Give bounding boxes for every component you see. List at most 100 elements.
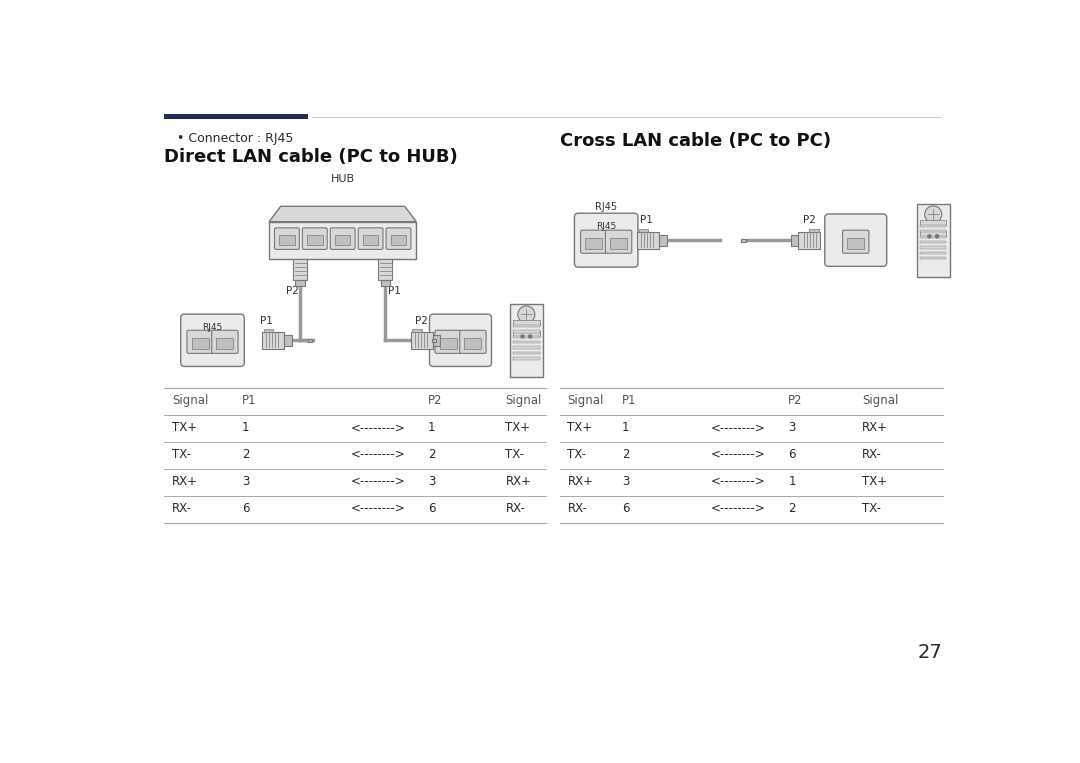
Bar [920, 246, 946, 249]
FancyBboxPatch shape [581, 230, 607, 253]
Bar [284, 335, 292, 346]
Text: P1: P1 [389, 285, 402, 295]
Bar [363, 235, 378, 245]
Text: HUB: HUB [330, 174, 354, 184]
Text: 6: 6 [428, 502, 435, 515]
FancyBboxPatch shape [187, 330, 213, 353]
Text: RJ45: RJ45 [202, 323, 222, 332]
Text: 3: 3 [622, 475, 629, 488]
Bar [164, 114, 308, 119]
Bar [513, 331, 540, 336]
Text: <-------->: <--------> [711, 475, 766, 488]
Bar [513, 341, 540, 343]
Bar [610, 237, 627, 249]
FancyBboxPatch shape [274, 228, 299, 250]
Bar [798, 232, 820, 249]
Bar [513, 352, 540, 354]
Circle shape [529, 335, 531, 338]
Text: <-------->: <--------> [350, 475, 405, 488]
Bar [464, 338, 482, 349]
Text: 6: 6 [622, 502, 630, 515]
Bar [262, 332, 284, 349]
Bar [920, 230, 946, 233]
Bar [809, 229, 819, 232]
Bar [296, 280, 305, 286]
FancyBboxPatch shape [842, 230, 869, 253]
Bar [513, 320, 540, 325]
Text: Signal: Signal [862, 394, 899, 407]
Bar [920, 231, 946, 236]
FancyBboxPatch shape [430, 314, 491, 366]
FancyBboxPatch shape [575, 213, 638, 267]
Text: P1: P1 [242, 394, 256, 407]
Text: P1: P1 [640, 214, 653, 225]
Text: RX+: RX+ [505, 475, 531, 488]
Text: 2: 2 [242, 448, 249, 461]
FancyBboxPatch shape [510, 304, 542, 377]
Bar [513, 357, 540, 359]
Bar [920, 257, 946, 259]
Text: <-------->: <--------> [350, 502, 405, 515]
Text: TX+: TX+ [567, 421, 593, 434]
Text: <-------->: <--------> [350, 448, 405, 461]
FancyBboxPatch shape [606, 230, 632, 253]
Bar [264, 329, 273, 332]
Text: 3: 3 [428, 475, 435, 488]
Bar [920, 225, 946, 227]
FancyBboxPatch shape [460, 330, 486, 353]
Text: 6: 6 [788, 448, 796, 461]
Bar [513, 336, 540, 338]
Bar [413, 329, 422, 332]
FancyBboxPatch shape [359, 228, 383, 250]
FancyBboxPatch shape [302, 228, 327, 250]
FancyBboxPatch shape [387, 228, 410, 250]
Text: P1: P1 [259, 317, 272, 327]
Bar [279, 235, 295, 245]
Circle shape [924, 206, 942, 223]
Text: RX+: RX+ [172, 475, 199, 488]
Text: P2: P2 [286, 285, 299, 295]
Bar [293, 259, 307, 280]
Bar [391, 235, 406, 245]
Bar [307, 235, 323, 245]
Bar [335, 235, 350, 245]
Text: 1: 1 [622, 421, 630, 434]
Text: RX+: RX+ [567, 475, 593, 488]
Circle shape [935, 235, 939, 238]
Bar [433, 335, 441, 346]
Bar [920, 252, 946, 254]
Circle shape [517, 306, 535, 323]
Text: RJ45: RJ45 [596, 222, 617, 230]
Text: RX-: RX- [505, 502, 525, 515]
Bar [920, 236, 946, 238]
Text: TX+: TX+ [505, 421, 530, 434]
Text: TX-: TX- [862, 502, 881, 515]
Text: RJ45: RJ45 [595, 202, 618, 212]
Text: Signal: Signal [505, 394, 542, 407]
Text: P1: P1 [622, 394, 636, 407]
Bar [513, 346, 540, 349]
Bar [741, 239, 745, 242]
Bar [513, 325, 540, 327]
Bar [638, 229, 648, 232]
Text: RX-: RX- [172, 502, 192, 515]
FancyBboxPatch shape [212, 330, 238, 353]
Text: TX-: TX- [172, 448, 191, 461]
Text: Signal: Signal [172, 394, 208, 407]
Text: 2: 2 [428, 448, 435, 461]
FancyBboxPatch shape [180, 314, 244, 366]
Text: Cross LAN cable (PC to PC): Cross LAN cable (PC to PC) [559, 132, 831, 150]
Text: <-------->: <--------> [711, 421, 766, 434]
Text: 1: 1 [788, 475, 796, 488]
Text: 2: 2 [788, 502, 796, 515]
Bar [637, 232, 659, 249]
Polygon shape [269, 222, 416, 259]
Text: TX+: TX+ [172, 421, 198, 434]
Text: <-------->: <--------> [711, 502, 766, 515]
Text: 6: 6 [242, 502, 249, 515]
Text: Signal: Signal [567, 394, 604, 407]
Text: RX-: RX- [862, 448, 882, 461]
Text: P2: P2 [428, 394, 443, 407]
Text: • Connector : RJ45: • Connector : RJ45 [177, 132, 294, 146]
Text: 3: 3 [788, 421, 796, 434]
